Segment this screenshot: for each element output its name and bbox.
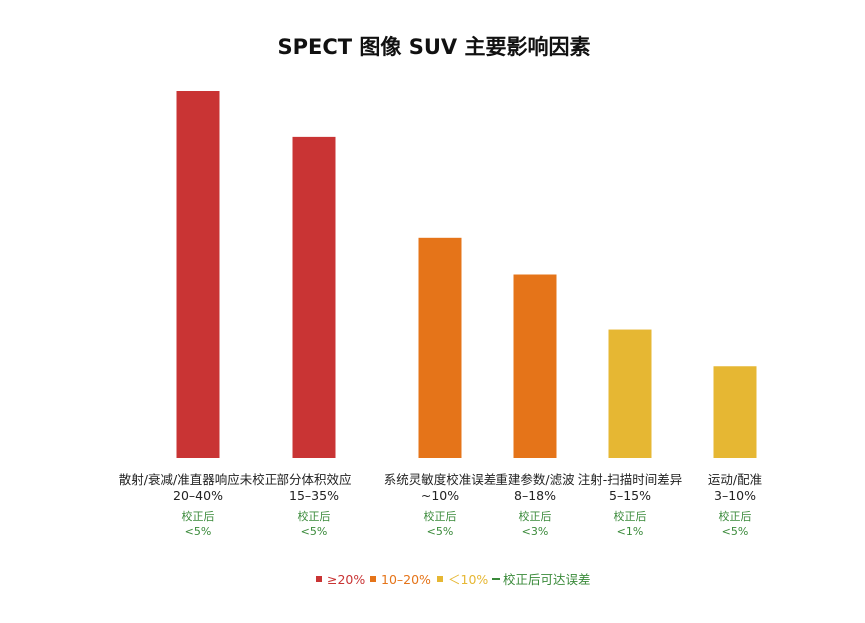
- corrected-caption-1: 校正后: [182, 509, 215, 523]
- category-label-6: 运动/配准: [708, 472, 762, 487]
- range-label-6: 3–10%: [714, 488, 756, 503]
- corrected-value-2: <5%: [301, 525, 328, 538]
- legend-swatch-3: [437, 576, 443, 582]
- corrected-caption-2: 校正后: [298, 509, 331, 523]
- legend-swatch-2: [370, 576, 376, 582]
- category-label-2: 部分体积效应: [276, 472, 351, 487]
- corrected-value-6: <5%: [722, 525, 749, 538]
- corrected-value-1: <5%: [185, 525, 212, 538]
- bar-6: [713, 366, 757, 458]
- legend: ≥20% 10–20% ＜10% 校正后可达误差: [316, 572, 591, 587]
- bar-1: [176, 91, 220, 458]
- category-label-3: 系统灵敏度校准误差: [384, 472, 497, 487]
- category-label-1: 散射/衰减/准直器响应未校正: [119, 472, 277, 487]
- chart-title: SPECT 图像 SUV 主要影响因素: [278, 35, 591, 59]
- legend-label-3: ＜10%: [448, 572, 488, 587]
- category-label-5: 注射-扫描时间差异: [578, 472, 683, 487]
- corrected-caption-6: 校正后: [719, 509, 752, 523]
- corrected-value-5: <1%: [617, 525, 644, 538]
- legend-label-4: 校正后可达误差: [503, 572, 591, 587]
- corrected-caption-5: 校正后: [614, 509, 647, 523]
- legend-line-4: [492, 578, 500, 580]
- corrected-value-4: <3%: [522, 525, 549, 538]
- bars-group: [176, 91, 757, 458]
- corrected-caption-4: 校正后: [519, 509, 552, 523]
- range-label-4: 8–18%: [514, 488, 556, 503]
- legend-swatch-1: [316, 576, 322, 582]
- range-label-3: ~10%: [421, 488, 459, 503]
- range-label-1: 20–40%: [173, 488, 223, 503]
- range-label-5: 5–15%: [609, 488, 651, 503]
- bar-2: [292, 136, 336, 458]
- corrected-value-3: <5%: [427, 525, 454, 538]
- range-label-2: 15–35%: [289, 488, 339, 503]
- bar-4: [513, 274, 557, 458]
- legend-label-2: 10–20%: [381, 572, 431, 587]
- bar-5: [608, 329, 652, 458]
- bar-3: [418, 237, 462, 458]
- corrected-caption-3: 校正后: [424, 509, 457, 523]
- legend-label-1: ≥20%: [327, 572, 365, 587]
- category-label-4: 重建参数/滤波: [495, 472, 575, 487]
